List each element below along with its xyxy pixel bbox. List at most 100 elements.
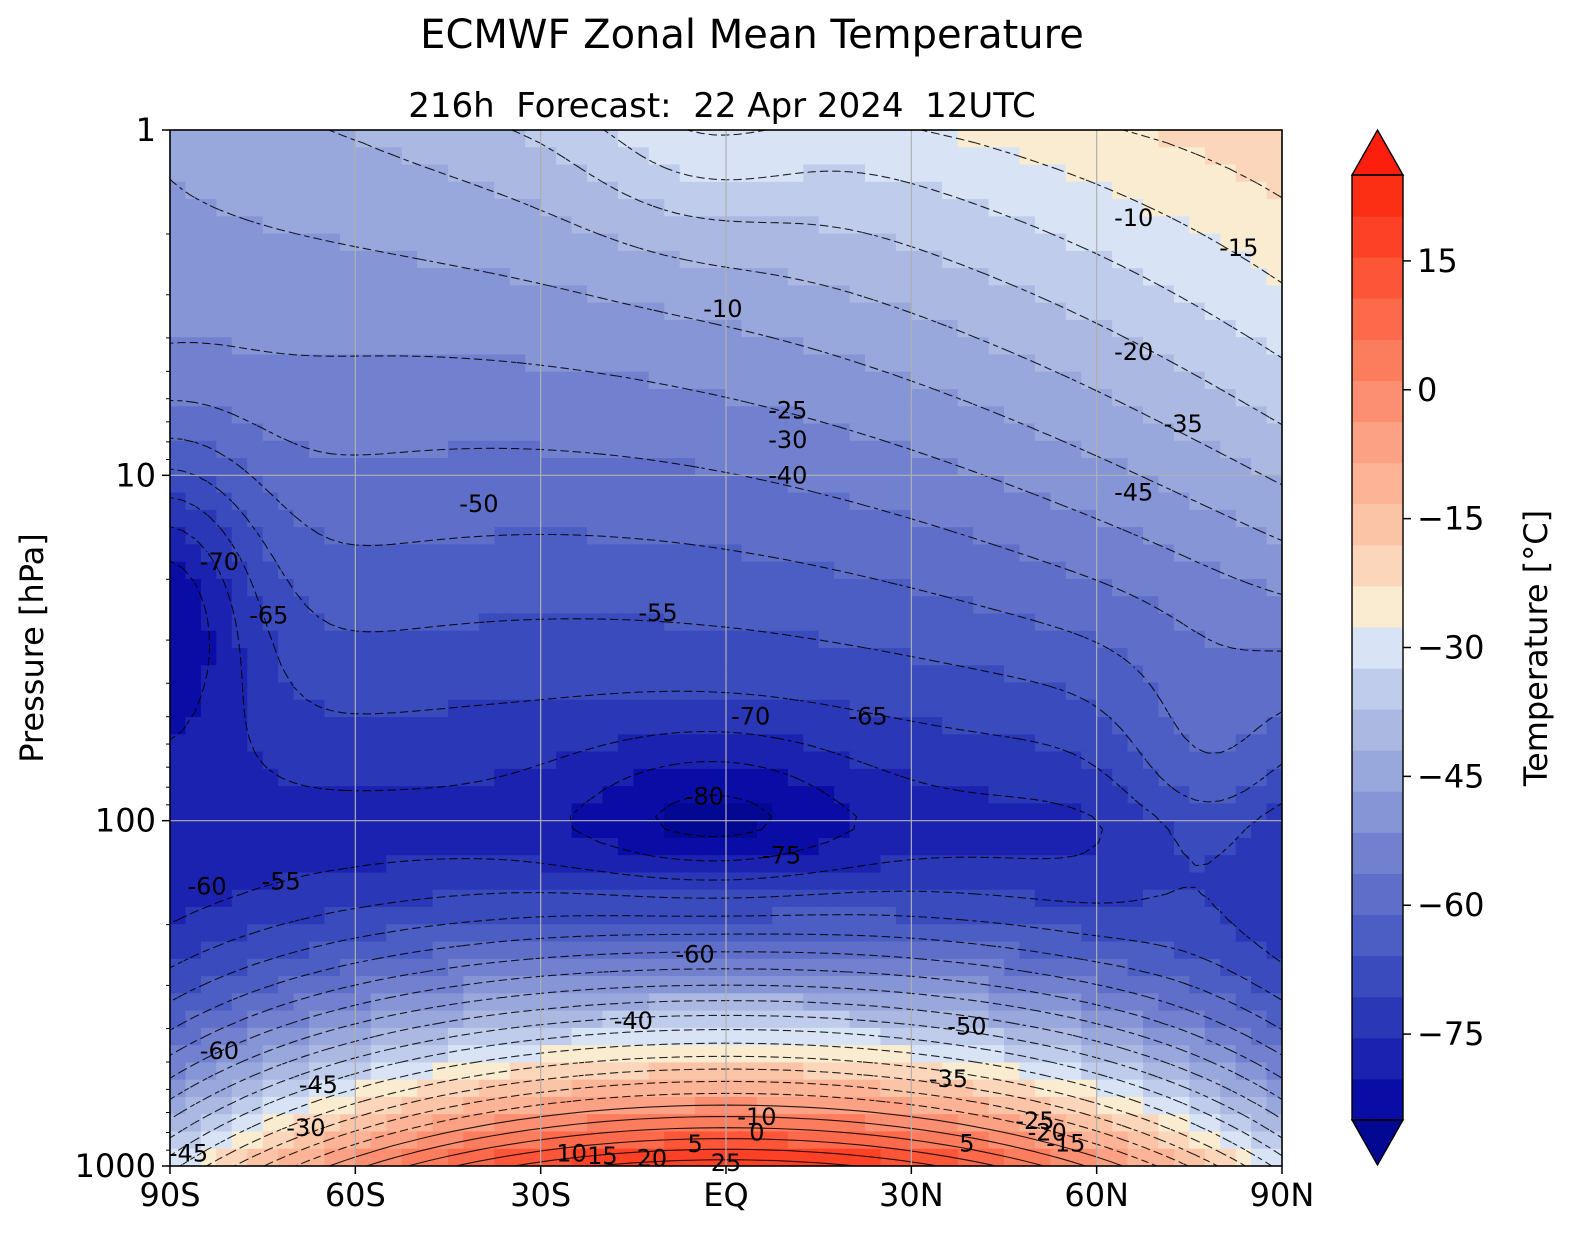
field-cell	[895, 820, 912, 839]
field-cell	[849, 130, 866, 148]
field-cell	[756, 837, 773, 856]
field-cell	[1266, 941, 1282, 960]
field-cell	[587, 440, 604, 459]
field-cell	[293, 147, 310, 166]
field-cell	[494, 440, 511, 459]
contour-line	[263, 1080, 1189, 1166]
field-cell	[1220, 406, 1237, 425]
field-cell	[324, 613, 341, 632]
field-cell	[216, 389, 233, 407]
field-cell	[1204, 250, 1221, 269]
field-cell	[1251, 423, 1268, 442]
field-cell	[417, 1096, 434, 1115]
field-cell	[617, 786, 634, 804]
colorbar-under-arrow	[1350, 1119, 1405, 1167]
field-cell	[247, 440, 264, 459]
field-cell	[1158, 1148, 1175, 1166]
field-cell	[525, 302, 542, 321]
field-cell	[293, 682, 310, 701]
field-cell	[1034, 837, 1051, 856]
field-cell	[1158, 699, 1175, 718]
field-cell	[309, 699, 326, 718]
field-cell	[865, 233, 882, 252]
field-cell	[726, 1045, 743, 1063]
field-cell	[1235, 354, 1252, 373]
field-cell	[417, 423, 434, 442]
field-cell	[417, 734, 434, 753]
field-cell	[1050, 181, 1067, 200]
field-cell	[865, 786, 882, 804]
field-cell	[1004, 717, 1021, 735]
field-cell	[1204, 1062, 1221, 1081]
field-cell	[664, 371, 681, 390]
field-cell	[1189, 285, 1206, 304]
field-cell	[293, 199, 310, 217]
field-cell	[756, 233, 773, 252]
field-cell	[571, 976, 588, 994]
field-cell	[895, 527, 912, 545]
field-cell	[988, 751, 1005, 770]
field-cell	[865, 837, 882, 856]
field-cell	[324, 596, 341, 615]
field-cell	[309, 319, 326, 338]
field-cell	[895, 475, 912, 494]
field-cell	[834, 855, 851, 874]
field-cell	[1173, 319, 1190, 338]
field-cell	[849, 820, 866, 839]
field-cell	[1112, 976, 1129, 994]
field-cell	[231, 475, 248, 494]
field-cell	[865, 458, 882, 476]
field-cell	[571, 768, 588, 787]
field-cell	[1235, 544, 1252, 563]
field-cell	[1050, 423, 1067, 442]
field-cell	[309, 423, 326, 442]
field-cell	[695, 1079, 712, 1098]
field-cell	[772, 1010, 789, 1029]
field-cell	[1266, 147, 1282, 166]
field-cell	[478, 578, 495, 597]
field-cell	[417, 337, 434, 356]
contour-label: -45	[1114, 478, 1153, 506]
field-cell	[1158, 958, 1175, 977]
field-cell	[710, 907, 727, 925]
field-cell	[525, 354, 542, 373]
field-cell	[710, 147, 727, 166]
field-cell	[1220, 803, 1237, 822]
field-cell	[865, 993, 882, 1012]
field-cell	[911, 889, 928, 908]
field-cell	[247, 630, 264, 649]
field-cell	[324, 993, 341, 1012]
field-cell	[278, 596, 295, 615]
field-cell	[571, 199, 588, 217]
field-cell	[818, 1045, 835, 1063]
field-cell	[401, 130, 418, 148]
field-cell	[1189, 993, 1206, 1012]
field-cell	[865, 613, 882, 632]
field-cell	[664, 285, 681, 304]
field-cell	[339, 1027, 356, 1046]
field-cell	[1050, 578, 1067, 597]
field-cell	[494, 872, 511, 891]
field-cell	[170, 1096, 187, 1115]
field-cell	[926, 164, 943, 183]
field-cell	[726, 406, 743, 425]
field-cell	[648, 164, 665, 183]
field-cell	[803, 820, 820, 839]
field-cell	[772, 1131, 789, 1150]
field-cell	[911, 527, 928, 545]
field-cell	[756, 751, 773, 770]
field-cell	[463, 130, 480, 148]
field-cell	[648, 337, 665, 356]
field-cell	[911, 354, 928, 373]
field-cell	[679, 1010, 696, 1029]
field-cell	[278, 216, 295, 235]
field-cell	[880, 216, 897, 235]
field-cell	[448, 544, 465, 563]
field-cell	[1050, 199, 1067, 217]
field-cell	[1112, 665, 1129, 684]
field-cell	[417, 976, 434, 994]
field-cell	[1204, 665, 1221, 684]
field-cell	[571, 371, 588, 390]
field-cell	[401, 250, 418, 269]
field-cell	[262, 1010, 279, 1029]
